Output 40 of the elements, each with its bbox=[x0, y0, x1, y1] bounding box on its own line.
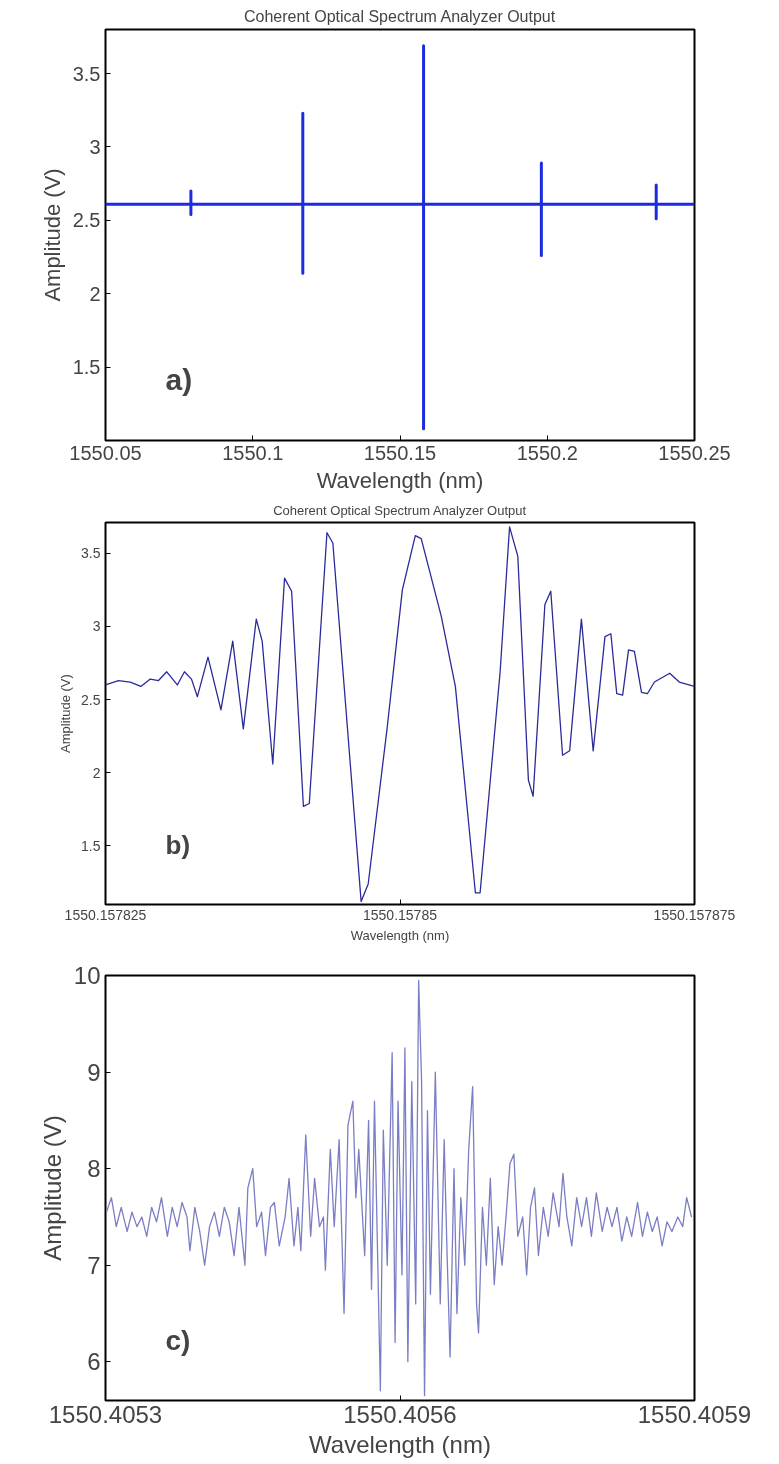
x-axis-title: Wavelength (nm) bbox=[350, 927, 450, 943]
y-tick-label: 9 bbox=[87, 1058, 101, 1086]
chart-title: Coherent Optical Spectrum Analyzer Output bbox=[243, 7, 556, 25]
y-tick-label: 10 bbox=[73, 962, 101, 989]
line-series bbox=[105, 44, 695, 431]
x-tick-label: 1550.25 bbox=[658, 441, 731, 464]
y-tick-label: 2 bbox=[92, 764, 101, 781]
x-tick-label: 1550.15785 bbox=[363, 906, 438, 923]
y-tick-label: 3.5 bbox=[81, 545, 101, 562]
x-tick-label: 1550.1 bbox=[222, 441, 284, 464]
y-axis-title: Amplitude (V) bbox=[58, 674, 74, 753]
x-tick-label: 1550.4053 bbox=[48, 1400, 163, 1428]
annotation: a) bbox=[165, 362, 193, 396]
x-tick-label: 1550.15 bbox=[363, 441, 437, 464]
x-tick-label: 1550.4059 bbox=[637, 1400, 752, 1428]
y-tick-label: 1.5 bbox=[72, 356, 101, 379]
y-tick-label: 2.5 bbox=[72, 209, 101, 232]
y-tick-label: 8 bbox=[87, 1155, 101, 1183]
y-tick-label: 2.5 bbox=[81, 691, 101, 708]
annotation: c) bbox=[165, 1324, 191, 1356]
x-tick-label: 1550.4056 bbox=[343, 1400, 457, 1428]
x-tick-label: 1550.157875 bbox=[653, 906, 736, 923]
line-series bbox=[105, 979, 693, 1397]
x-tick-label: 1550.157825 bbox=[64, 906, 147, 923]
x-tick-label: 1550.05 bbox=[69, 441, 142, 464]
y-axis-title: Amplitude (V) bbox=[38, 1115, 66, 1261]
line-series bbox=[105, 526, 695, 903]
x-axis-title: Wavelength (nm) bbox=[309, 1430, 491, 1458]
y-axis-title: Amplitude (V) bbox=[39, 168, 65, 302]
y-tick-label: 7 bbox=[87, 1251, 101, 1279]
annotation: b) bbox=[165, 829, 191, 860]
y-tick-label: 6 bbox=[87, 1348, 101, 1376]
y-tick-label: 3 bbox=[89, 135, 101, 158]
x-tick-label: 1550.2 bbox=[516, 441, 578, 464]
chart-title: Coherent Optical Spectrum Analyzer Output bbox=[273, 502, 527, 518]
y-tick-label: 3 bbox=[92, 618, 101, 635]
y-tick-label: 2 bbox=[89, 282, 101, 305]
y-tick-label: 1.5 bbox=[81, 837, 101, 854]
x-axis-title: Wavelength (nm) bbox=[316, 467, 484, 493]
y-tick-label: 3.5 bbox=[72, 62, 101, 85]
